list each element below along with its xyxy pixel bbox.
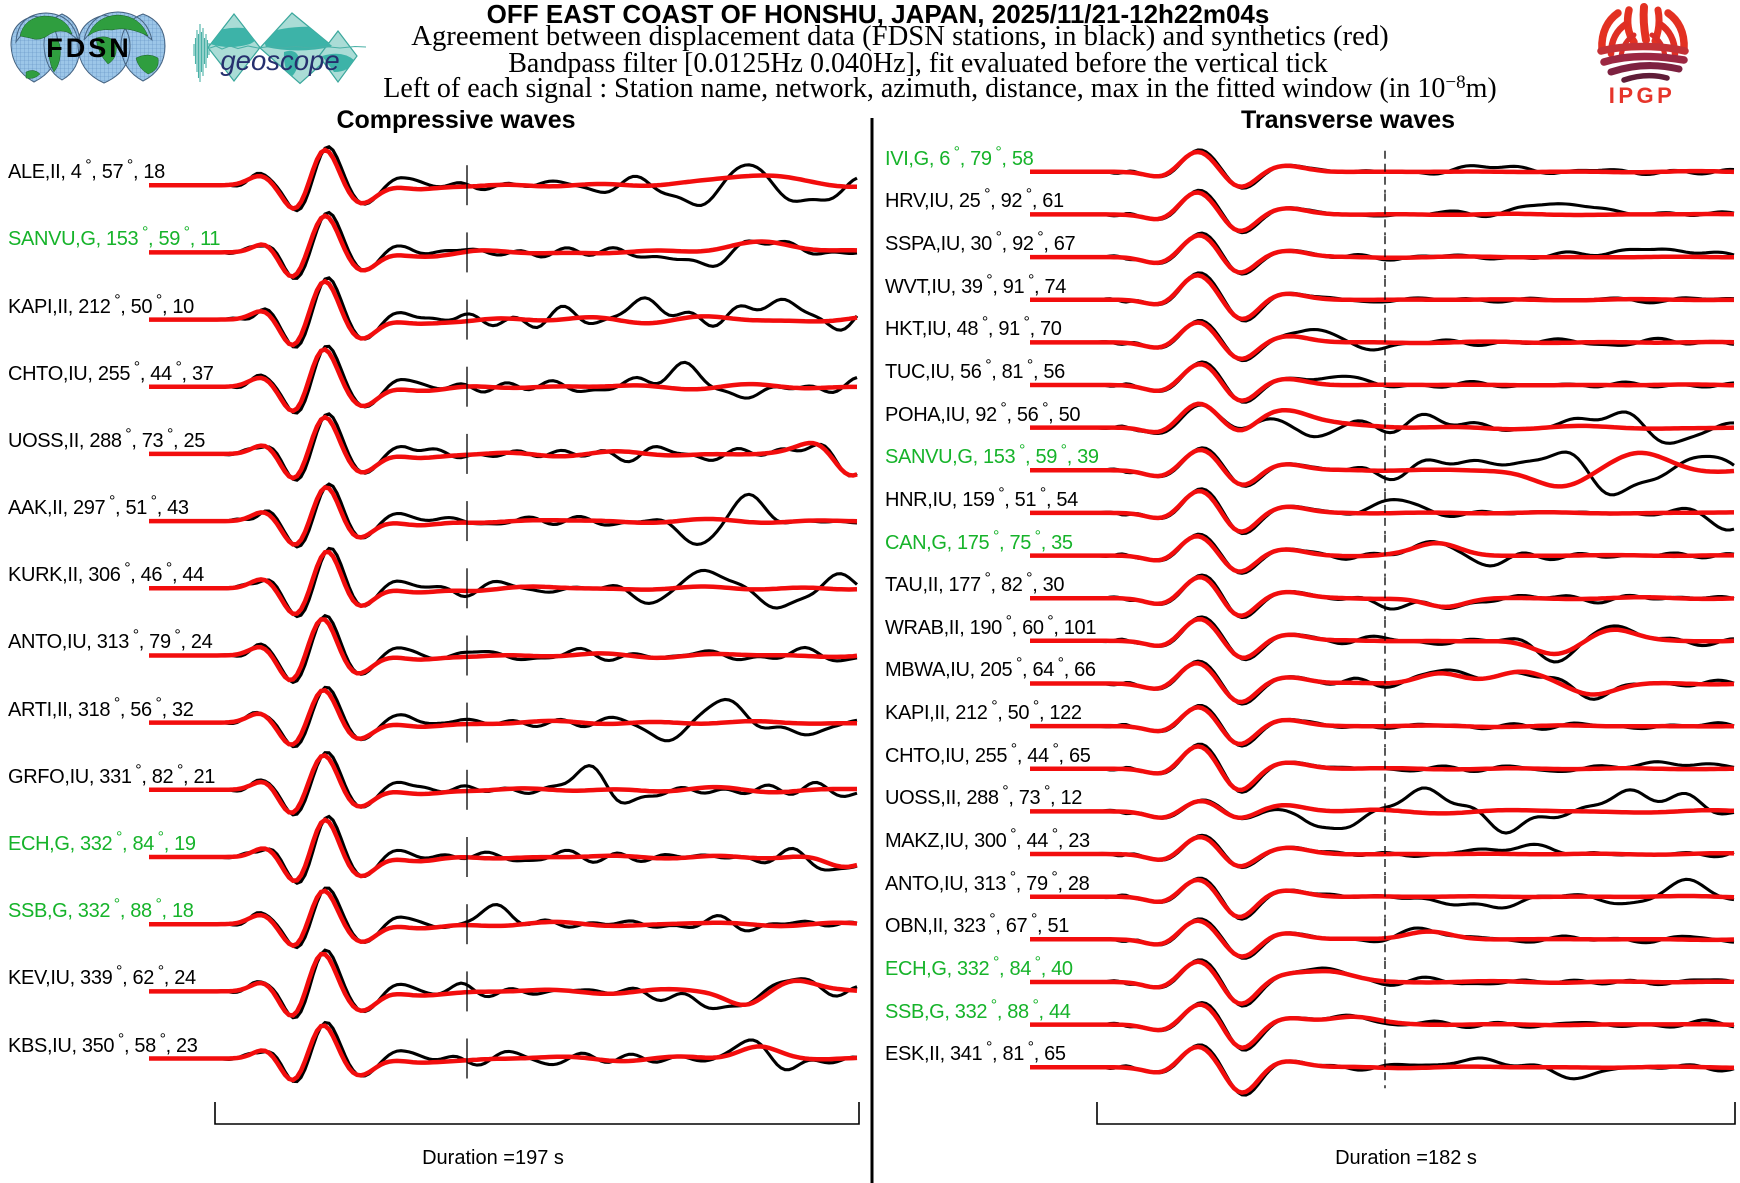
svg-text:UOSS,II, 288 °, 73 °, 12: UOSS,II, 288 °, 73 °, 12 — [885, 783, 1082, 809]
svg-text:UOSS,II, 288 °, 73 °, 25: UOSS,II, 288 °, 73 °, 25 — [8, 426, 205, 452]
svg-text:HRV,IU, 25 °, 92 °, 61: HRV,IU, 25 °, 92 °, 61 — [885, 186, 1064, 212]
svg-text:GRFO,IU, 331 °, 82 °, 21: GRFO,IU, 331 °, 82 °, 21 — [8, 762, 215, 788]
svg-text:Left of each signal : Station: Left of each signal : Station name, netw… — [383, 72, 1497, 104]
svg-text:ANTO,IU, 313 °, 79 °, 24: ANTO,IU, 313 °, 79 °, 24 — [8, 627, 213, 653]
svg-text:SANVU,G, 153 °, 59 °, 39: SANVU,G, 153 °, 59 °, 39 — [885, 442, 1099, 468]
svg-text:OBN,II, 323 °, 67 °, 51: OBN,II, 323 °, 67 °, 51 — [885, 911, 1069, 937]
svg-text:Bandpass filter [0.0125Hz 0.04: Bandpass filter [0.0125Hz 0.040Hz], fit … — [508, 48, 1327, 79]
svg-text:geoscope: geoscope — [220, 45, 339, 76]
svg-text:MAKZ,IU, 300 °, 44 °, 23: MAKZ,IU, 300 °, 44 °, 23 — [885, 826, 1090, 852]
svg-text:TAU,II, 177 °, 82 °, 30: TAU,II, 177 °, 82 °, 30 — [885, 570, 1064, 596]
svg-text:MBWA,IU, 205 °, 64 °, 66: MBWA,IU, 205 °, 64 °, 66 — [885, 655, 1096, 681]
svg-text:KAPI,II, 212 °, 50 °, 122: KAPI,II, 212 °, 50 °, 122 — [885, 698, 1082, 724]
svg-text:WRAB,II, 190 °, 60 °, 101: WRAB,II, 190 °, 60 °, 101 — [885, 613, 1096, 639]
svg-text:HKT,IU, 48 °, 91 °, 70: HKT,IU, 48 °, 91 °, 70 — [885, 314, 1062, 340]
svg-text:KEV,IU, 339 °, 62 °, 24: KEV,IU, 339 °, 62 °, 24 — [8, 963, 196, 989]
svg-text:KAPI,II, 212 °, 50 °, 10: KAPI,II, 212 °, 50 °, 10 — [8, 292, 194, 318]
svg-text:TUC,IU, 56 °, 81 °, 56: TUC,IU, 56 °, 81 °, 56 — [885, 357, 1065, 383]
svg-text:Duration =197 s: Duration =197 s — [422, 1147, 564, 1169]
svg-text:Agreement between displacement: Agreement between displacement data (FDS… — [411, 20, 1388, 52]
svg-text:ECH,G, 332 °, 84 °, 19: ECH,G, 332 °, 84 °, 19 — [8, 829, 196, 855]
svg-text:ANTO,IU, 313 °, 79 °, 28: ANTO,IU, 313 °, 79 °, 28 — [885, 869, 1090, 895]
svg-text:IPGP: IPGP — [1609, 83, 1676, 108]
svg-text:ARTI,II, 318 °, 56 °, 32: ARTI,II, 318 °, 56 °, 32 — [8, 695, 194, 721]
svg-text:SSB,G, 332 °, 88 °, 18: SSB,G, 332 °, 88 °, 18 — [8, 896, 194, 922]
svg-text:Duration =182 s: Duration =182 s — [1335, 1147, 1477, 1169]
svg-text:SSB,G, 332 °, 88 °, 44: SSB,G, 332 °, 88 °, 44 — [885, 997, 1071, 1023]
svg-text:CHTO,IU, 255 °, 44 °, 37: CHTO,IU, 255 °, 44 °, 37 — [8, 359, 214, 385]
svg-text:POHA,IU, 92 °, 56 °, 50: POHA,IU, 92 °, 56 °, 50 — [885, 400, 1080, 426]
svg-text:HNR,IU, 159 °, 51 °, 54: HNR,IU, 159 °, 51 °, 54 — [885, 485, 1078, 511]
svg-text:WVT,IU, 39 °, 91 °, 74: WVT,IU, 39 °, 91 °, 74 — [885, 272, 1066, 298]
svg-text:SSPA,IU, 30 °, 92 °, 67: SSPA,IU, 30 °, 92 °, 67 — [885, 229, 1076, 255]
svg-text:Transverse waves: Transverse waves — [1241, 106, 1455, 134]
svg-text:OFF EAST COAST OF HONSHU, JAPA: OFF EAST COAST OF HONSHU, JAPAN, 2025/11… — [487, 0, 1270, 29]
svg-text:ECH,G, 332 °, 84 °, 40: ECH,G, 332 °, 84 °, 40 — [885, 954, 1073, 980]
svg-text:Compressive waves: Compressive waves — [336, 106, 575, 134]
svg-text:IVI,G, 6 °, 79 °, 58: IVI,G, 6 °, 79 °, 58 — [885, 144, 1034, 170]
svg-text:FDSN: FDSN — [46, 33, 132, 63]
svg-text:CHTO,IU, 255 °, 44 °, 65: CHTO,IU, 255 °, 44 °, 65 — [885, 741, 1091, 767]
svg-text:KBS,IU, 350 °, 58 °, 23: KBS,IU, 350 °, 58 °, 23 — [8, 1031, 198, 1057]
svg-text:CAN,G, 175 °, 75 °, 35: CAN,G, 175 °, 75 °, 35 — [885, 528, 1073, 554]
svg-text:AAK,II, 297 °, 51 °, 43: AAK,II, 297 °, 51 °, 43 — [8, 493, 189, 519]
svg-text:ESK,II, 341 °, 81 °, 65: ESK,II, 341 °, 81 °, 65 — [885, 1039, 1066, 1065]
svg-text:KURK,II, 306 °, 46 °, 44: KURK,II, 306 °, 46 °, 44 — [8, 560, 204, 586]
